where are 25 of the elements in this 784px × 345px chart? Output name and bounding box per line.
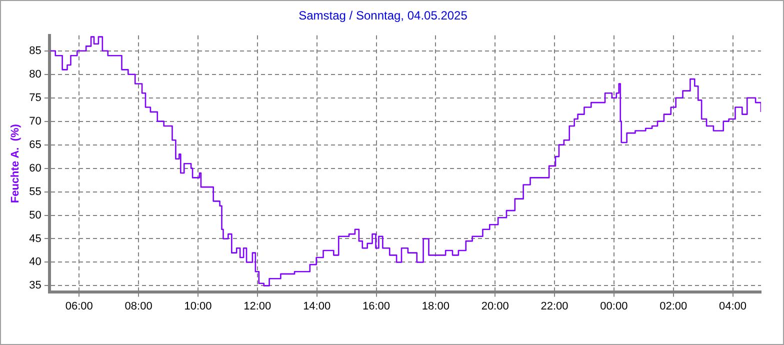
y-tick-label: 35 (29, 280, 42, 292)
x-tick-label: 00:00 (600, 300, 628, 312)
x-tick-label: 14:00 (303, 300, 331, 312)
y-tick-label: 60 (29, 162, 42, 174)
y-tick-label: 40 (29, 256, 42, 268)
y-tick-label: 85 (29, 44, 42, 57)
x-tick-label: 04:00 (719, 300, 747, 312)
chart-title: Samstag / Sonntag, 04.05.2025 (298, 8, 468, 23)
y-tick-label: 45 (29, 232, 42, 245)
x-tick-label: 22:00 (540, 300, 568, 312)
y-tick-label: 55 (29, 186, 42, 198)
y-tick-label: 75 (29, 92, 42, 104)
y-axis-title: Feuchte A. (%) (10, 124, 22, 204)
x-tick-label: 06:00 (65, 300, 93, 312)
y-tick-label: 50 (29, 209, 42, 222)
y-tick-label: 65 (29, 138, 42, 151)
y-tick-label: 70 (29, 115, 42, 128)
x-tick-label: 18:00 (422, 300, 450, 312)
x-tick-label: 10:00 (184, 300, 212, 312)
x-tick-label: 20:00 (481, 300, 509, 312)
x-tick-label: 12:00 (244, 300, 272, 312)
x-tick-label: 02:00 (660, 300, 688, 312)
y-tick-label: 80 (29, 68, 42, 80)
x-tick-label: 16:00 (362, 300, 390, 312)
x-tick-label: 08:00 (124, 300, 152, 312)
